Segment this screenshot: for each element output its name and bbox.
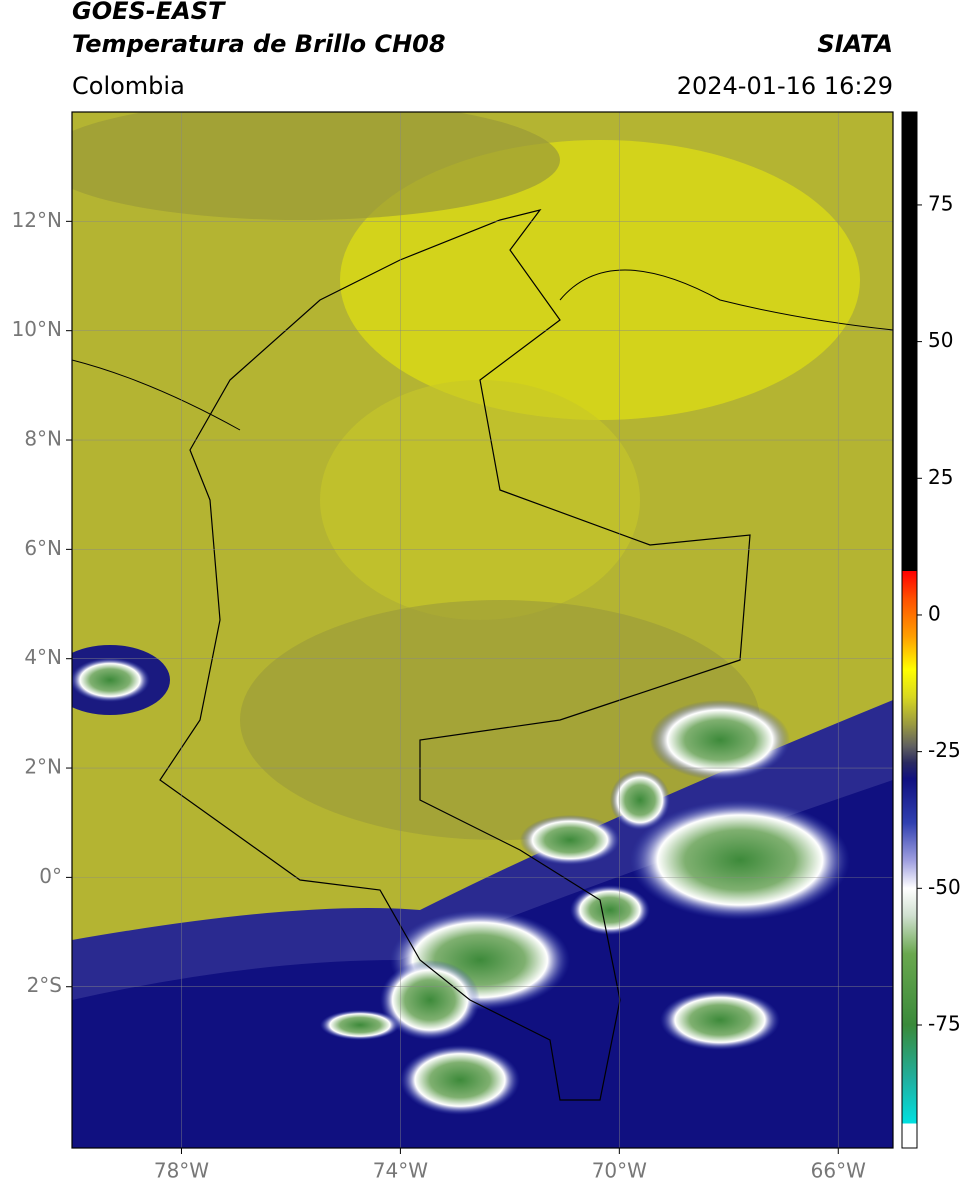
colorbar-label: -75 — [928, 1011, 961, 1035]
y-tick-label: 6°N — [24, 536, 62, 560]
satellite-image — [72, 112, 893, 1148]
colorbar — [901, 111, 918, 1149]
datetime: 2024-01-16 16:29 — [677, 72, 893, 100]
map-frame — [71, 111, 894, 1149]
y-tick-label: 0° — [39, 864, 62, 888]
region: Colombia — [72, 72, 185, 100]
y-tick-label: 8°N — [24, 427, 62, 451]
y-tick-label: 2°N — [24, 755, 62, 779]
y-tick-label: 12°N — [12, 208, 62, 232]
colorbar-label: -25 — [928, 738, 961, 762]
colorbar-label: 0 — [928, 601, 941, 625]
subtitle: Temperatura de Brillo CH08 — [72, 30, 446, 58]
y-tick-label: 4°N — [24, 645, 62, 669]
y-tick-label: 2°S — [27, 973, 62, 997]
x-tick-label: 70°W — [592, 1159, 647, 1183]
title: GOES-EAST — [72, 0, 226, 25]
colorbar-label: -50 — [928, 875, 961, 899]
colorbar-label: 75 — [928, 191, 953, 215]
y-tick-label: 10°N — [12, 317, 62, 341]
x-tick-label: 74°W — [373, 1159, 428, 1183]
source: SIATA — [817, 30, 893, 58]
colorbar-label: 25 — [928, 465, 953, 489]
x-tick-label: 78°W — [154, 1159, 209, 1183]
x-tick-label: 66°W — [811, 1159, 866, 1183]
grid-layer — [72, 112, 893, 1148]
colorbar-label: 50 — [928, 328, 953, 352]
